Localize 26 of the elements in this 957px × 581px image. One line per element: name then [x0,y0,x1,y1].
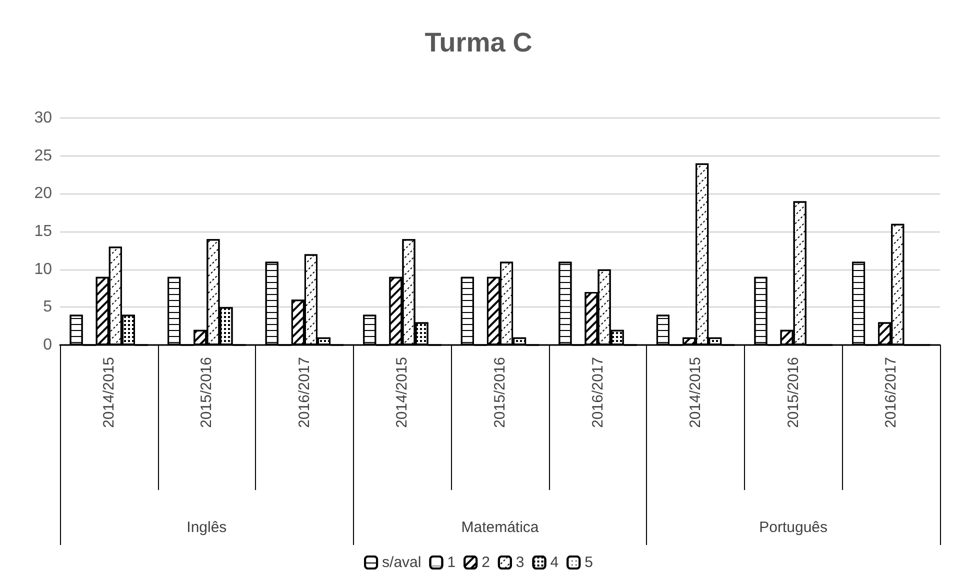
y-tick-label: 25 [34,147,52,164]
legend-label: 1 [447,554,456,571]
x-tick-label: 2015/2016 [492,357,508,428]
chart-title: Turma C [424,28,532,58]
x-tick-label: 2014/2015 [687,357,704,428]
y-tick-label: 30 [34,110,52,126]
legend-label: 4 [550,554,559,571]
y-tick-label: 20 [34,185,52,202]
legend-label: 2 [482,554,490,571]
x-tick-label: 2014/2015 [394,357,411,428]
text: Português [759,519,828,536]
legend-label: s/aval [382,554,422,571]
legend-label: 5 [584,554,593,571]
x-tick-label: 2015/2016 [198,357,216,428]
y-tick-label: 0 [43,336,52,354]
y-tick-label: 5 [43,298,52,316]
text: Inglês [186,519,227,536]
x-tick-label: 2014/2015 [100,357,118,428]
x-tick-label: 2016/2017 [296,357,313,428]
x-tick-label: 2016/2017 [589,357,606,428]
x-tick-label: 2015/2016 [784,357,802,428]
legend-label: 3 [516,554,524,571]
y-tick-label: 10 [34,260,52,278]
x-tick-label: 2016/2017 [882,357,900,428]
y-tick-label: 15 [34,223,52,240]
text: Matemática [461,519,540,536]
